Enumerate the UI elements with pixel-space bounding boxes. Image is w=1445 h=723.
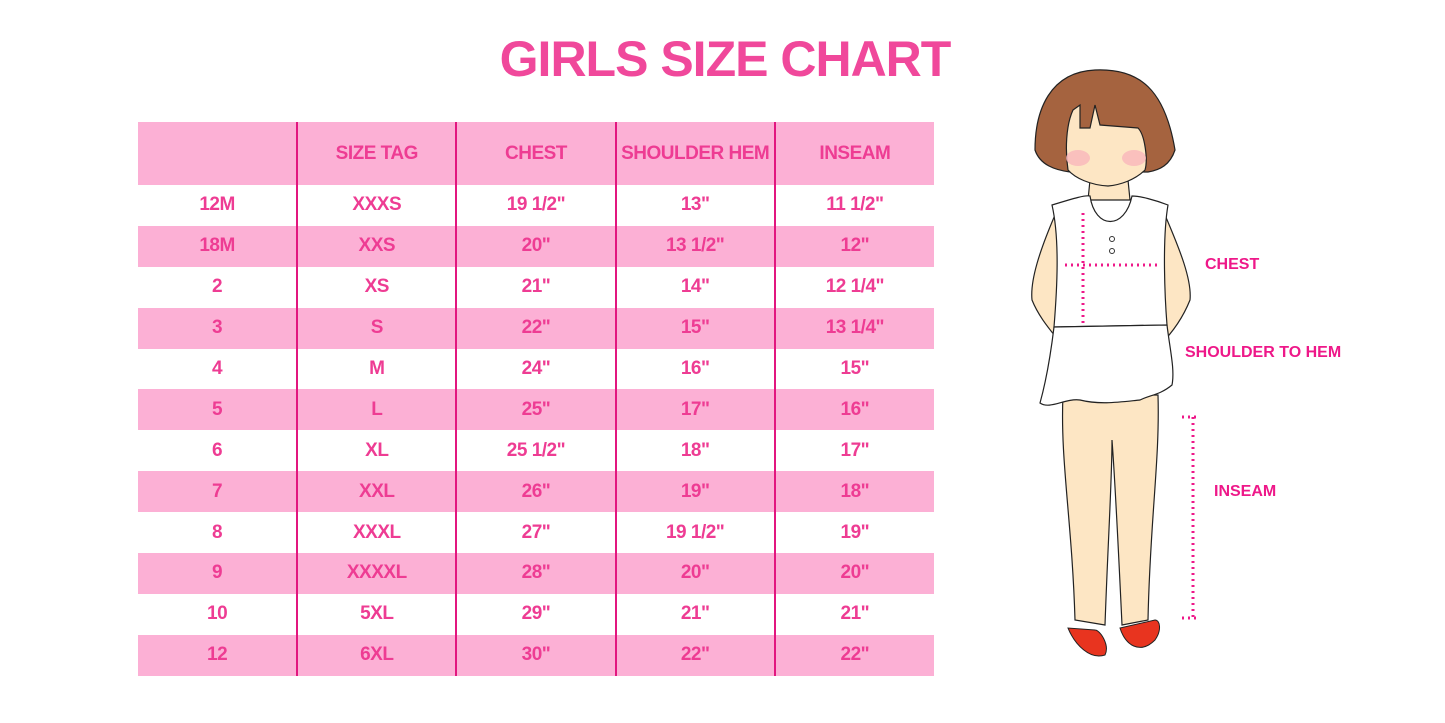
table-row: 7 XXL 26" 19" 18" [138, 471, 934, 513]
table-header-row: SIZE TAG CHEST SHOULDER HEM INSEAM [138, 122, 934, 185]
table-cell: 12" [773, 225, 934, 267]
column-header [138, 122, 298, 185]
column-header: SIZE TAG [296, 122, 457, 185]
table-cell: 21" [614, 593, 775, 635]
table-cell: 6XL [296, 634, 457, 676]
table-cell: 22" [773, 634, 934, 676]
table-cell: XXL [296, 471, 457, 513]
table-cell: 22" [614, 634, 775, 676]
table-cell: 21" [455, 266, 616, 308]
table-row: 8 XXXL 27" 19 1/2" 19" [138, 512, 934, 554]
table-cell: 10 [207, 603, 228, 625]
table-cell: 19" [614, 471, 775, 513]
table-row: 12 6XL 30" 22" 22" [138, 634, 934, 676]
table-cell: 7 [138, 471, 298, 513]
table-cell: 27" [455, 512, 616, 554]
table-cell: 2 [212, 276, 223, 298]
table-cell: 6 [212, 439, 223, 461]
table-cell: 30" [455, 634, 616, 676]
table-cell: 29" [455, 593, 616, 635]
table-cell: 5XL [296, 593, 457, 635]
chest-label: CHEST [1205, 256, 1260, 273]
table-cell: XXXXL [296, 553, 457, 594]
table-cell: 19" [773, 512, 934, 554]
table-cell: 25 1/2" [455, 430, 616, 472]
table-cell: 25" [455, 389, 616, 431]
table-cell: 5 [138, 389, 298, 431]
table-row: 3 S 22" 15" 13 1/4" [138, 307, 934, 349]
table-cell: 17" [773, 430, 934, 472]
inseam-label: INSEAM [1214, 483, 1277, 500]
table-cell: 16" [773, 389, 934, 431]
table-cell: 11 1/2" [773, 185, 934, 226]
table-row: 12M XXXS 19 1/2" 13" 11 1/2" [138, 185, 934, 226]
table-cell: XL [296, 430, 457, 472]
table-cell: 18" [614, 430, 775, 472]
table-row: 5 L 25" 17" 16" [138, 389, 934, 431]
table-cell: L [296, 389, 457, 431]
table-cell: 14" [614, 266, 775, 308]
table-cell: 8 [212, 521, 223, 543]
table-row: 6 XL 25 1/2" 18" 17" [138, 430, 934, 472]
table-cell: 13 1/2" [614, 225, 775, 267]
table-cell: 12 1/4" [773, 266, 934, 308]
table-row: 18M XXS 20" 13 1/2" 12" [138, 225, 934, 267]
table-cell: 15" [614, 307, 775, 349]
table-cell: 3 [138, 307, 298, 349]
table-cell: 28" [455, 553, 616, 594]
page-title: GIRLS SIZE CHART [499, 31, 952, 87]
table-cell: XXS [296, 225, 457, 267]
size-table: SIZE TAG CHEST SHOULDER HEM INSEAM 12M XXXS 1… [138, 122, 934, 676]
girl-figure-drawing [1031, 69, 1200, 657]
table-cell: 13 1/4" [773, 307, 934, 349]
table-cell: 9 [138, 553, 298, 594]
girl-illustration [1010, 60, 1430, 685]
table-cell: 15" [773, 348, 934, 390]
column-header: INSEAM [773, 122, 934, 185]
column-header: SHOULDER HEM [614, 122, 775, 185]
table-cell: XXXS [296, 185, 457, 226]
table-cell: 20" [773, 553, 934, 594]
table-row: 2 XS 21" 14" 12 1/4" [138, 266, 934, 308]
table-cell: 12 [138, 634, 298, 676]
table-cell: 13" [614, 185, 775, 226]
table-cell: 19 1/2" [455, 185, 616, 226]
column-header: CHEST [455, 122, 616, 185]
table-cell: 16" [614, 348, 775, 390]
table-cell: 22" [455, 307, 616, 349]
table-row: 9 XXXXL 28" 20" 20" [138, 553, 934, 594]
table-cell: 20" [455, 225, 616, 267]
table-cell: 18M [138, 225, 298, 267]
table-cell: 20" [614, 553, 775, 594]
table-cell: S [296, 307, 457, 349]
table-cell: 17" [614, 389, 775, 431]
table-cell: 12M [199, 194, 235, 216]
table-cell: XXXL [296, 512, 457, 554]
table-cell: 18" [773, 471, 934, 513]
table-cell: 24" [455, 348, 616, 390]
table-cell: M [296, 348, 457, 390]
table-cell: 4 [212, 358, 223, 379]
table-cell: XS [296, 266, 457, 308]
table-row: 10 5XL 29" 21" 21" [138, 593, 934, 635]
table-cell: 26" [455, 471, 616, 513]
table-cell: 19 1/2" [614, 512, 775, 554]
table-row: 4 M 24" 16" 15" [138, 348, 934, 390]
table-cell: 21" [773, 593, 934, 635]
shoulder-to-hem-label: SHOULDER TO HEM [1185, 344, 1342, 361]
